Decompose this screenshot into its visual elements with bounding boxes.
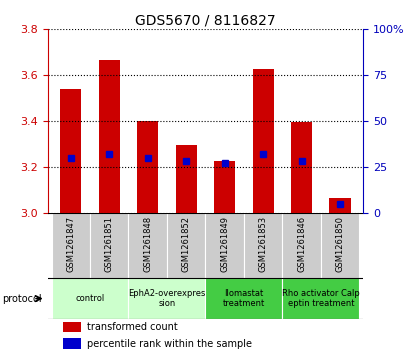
- Text: control: control: [76, 294, 105, 303]
- Bar: [129, 213, 167, 278]
- Text: protocol: protocol: [2, 294, 42, 303]
- Text: EphA2-overexpres
sion: EphA2-overexpres sion: [128, 289, 206, 308]
- Bar: [253, 69, 274, 213]
- Bar: [176, 145, 197, 213]
- Bar: [99, 60, 120, 213]
- Bar: [129, 278, 205, 319]
- Bar: [214, 161, 235, 213]
- Text: GSM1261852: GSM1261852: [182, 216, 191, 272]
- Text: GSM1261851: GSM1261851: [105, 216, 114, 272]
- Bar: [63, 338, 81, 349]
- Text: transformed count: transformed count: [87, 322, 178, 332]
- Bar: [63, 322, 81, 332]
- Text: percentile rank within the sample: percentile rank within the sample: [87, 339, 252, 348]
- Text: GSM1261853: GSM1261853: [259, 216, 268, 272]
- Bar: [60, 89, 81, 213]
- Bar: [282, 213, 321, 278]
- Bar: [51, 213, 90, 278]
- Text: Ilomastat
treatment: Ilomastat treatment: [223, 289, 265, 308]
- Bar: [167, 213, 205, 278]
- Bar: [205, 213, 244, 278]
- Bar: [51, 278, 129, 319]
- Bar: [330, 198, 351, 213]
- Text: GSM1261850: GSM1261850: [336, 216, 344, 272]
- Text: GSM1261846: GSM1261846: [297, 216, 306, 272]
- Bar: [321, 213, 359, 278]
- Bar: [291, 122, 312, 213]
- Text: GSM1261849: GSM1261849: [220, 216, 229, 272]
- Bar: [244, 213, 282, 278]
- Title: GDS5670 / 8116827: GDS5670 / 8116827: [135, 14, 276, 28]
- Bar: [137, 121, 158, 213]
- Text: GSM1261848: GSM1261848: [143, 216, 152, 272]
- Bar: [90, 213, 129, 278]
- Bar: [282, 278, 359, 319]
- Bar: [205, 278, 282, 319]
- Text: GSM1261847: GSM1261847: [66, 216, 75, 272]
- Text: Rho activator Calp
eptin treatment: Rho activator Calp eptin treatment: [282, 289, 360, 308]
